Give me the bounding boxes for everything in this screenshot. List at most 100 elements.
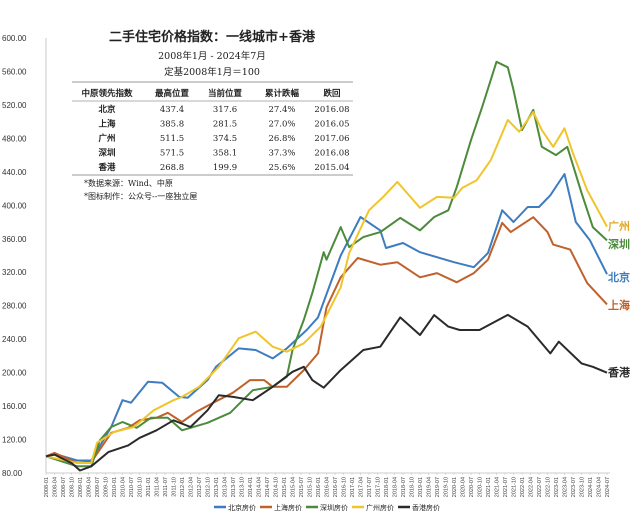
table-cell: 199.9 [213,163,237,173]
x-tick-label: 2009-10 [104,477,110,497]
x-tick-label: 2008-07 [61,477,67,497]
x-tick-label: 2017-07 [367,477,373,497]
table-cell: 香港 [97,162,116,173]
x-tick-label: 2024-04 [597,477,603,497]
x-tick-label: 2008-10 [70,477,76,497]
x-tick-label: 2018-10 [410,477,416,497]
axes: 80.00 120.00 160.00 200.00 240.00 280.00 320.0… [2,34,611,497]
table-cell: 27.4% [268,105,295,115]
table-cell: 358.1 [213,149,237,159]
x-tick-label: 2013-07 [231,477,237,497]
x-tick-label: 2019-01 [418,477,424,497]
chart-title: 二手住宅价格指数：一线城市+香港 [109,29,316,45]
x-tick-label: 2015-07 [299,477,305,497]
y-tick-label: 520.00 [2,101,27,110]
x-tick-label: 2011-01 [146,477,152,497]
table-cell: 2016.05 [314,120,349,130]
x-tick-label: 2008-04 [53,477,59,497]
x-tick-label: 2018-04 [393,477,399,497]
series-end-label: 北京 [608,270,630,284]
x-tick-label: 2023-10 [580,477,586,497]
y-tick-label: 320.00 [2,268,27,277]
x-tick-label: 2013-01 [214,477,220,497]
series-line-4 [45,313,608,472]
x-tick-label: 2016-10 [342,477,348,497]
series-end-label: 广州 [608,219,630,233]
table-cell: 深圳 [98,148,115,159]
x-tick-label: 2010-04 [121,477,127,497]
y-tick-label: 160.00 [2,402,27,411]
series-end-label: 香港 [607,365,631,379]
table-header-cell: 中原领先指数 [81,88,133,99]
x-tick-label: 2023-01 [554,477,560,497]
x-tick-label: 2014-10 [274,477,280,497]
x-tick-label: 2015-01 [282,477,288,497]
x-tick-label: 2017-04 [359,477,365,497]
table-cell: 27.0% [268,120,295,130]
x-tick-label: 2015-10 [308,477,314,497]
x-tick-label: 2011-04 [155,477,161,497]
table-header-cell: 累计跌幅 [265,88,300,99]
x-tick-label: 2012-04 [189,477,195,497]
x-tick-label: 2009-07 [95,477,101,497]
x-tick-label: 2014-04 [257,477,263,497]
chart-subtitle-1: 2008年1月 - 2024年7月 [158,50,266,62]
table-cell: 北京 [98,104,116,115]
x-tick-label: 2018-01 [384,477,390,497]
table-cell: 281.5 [213,120,237,130]
x-tick-label: 2020-01 [452,477,458,497]
x-tick-label: 2008-01 [44,477,50,497]
series-lines [45,60,608,472]
y-tick-label: 240.00 [2,335,27,344]
series-end-label: 上海 [608,298,630,312]
table-cell: 385.8 [160,120,184,130]
y-tick-label: 600.00 [2,34,27,43]
x-tick-label: 2021-01 [486,477,492,497]
x-tick-label: 2012-10 [206,477,212,497]
legend-entry: 深圳房价 [320,503,348,512]
table-cell: 511.5 [160,134,184,144]
x-tick-label: 2023-04 [563,477,569,497]
x-tick-label: 2022-07 [537,477,543,497]
x-tick-label: 2010-07 [129,477,135,497]
y-tick-label: 120.00 [2,436,27,445]
table-cell: 317.6 [213,105,237,115]
source-note: *数据来源：Wind、中原 [84,178,173,188]
x-tick-label: 2010-01 [112,477,118,497]
x-tick-label: 2019-10 [444,477,450,497]
legend-entry: 广州房价 [366,503,394,512]
series-line-1 [45,216,608,464]
table-cell: 26.8% [268,134,295,144]
x-tick-label: 2021-10 [512,477,518,497]
table-header-cell: 跌回 [323,88,340,99]
table-cell: 268.8 [160,163,184,173]
x-tick-label: 2011-10 [172,477,178,497]
x-tick-label: 2021-07 [503,477,509,497]
table-cell: 上海 [98,119,116,130]
x-tick-label: 2024-07 [605,477,611,497]
x-tick-label: 2016-01 [316,477,322,497]
x-tick-label: 2023-07 [571,477,577,497]
x-tick-label: 2015-04 [291,477,297,497]
table-cell: 437.4 [160,105,184,115]
x-tick-label: 2016-04 [325,477,331,497]
y-tick-label: 360.00 [2,235,27,244]
y-tick-label: 560.00 [2,67,27,76]
table-header-cell: 最高位置 [155,88,190,99]
x-tick-label: 2016-07 [333,477,339,497]
legend: 北京房价 上海房价 深圳房价 广州房价 香港房价 [214,503,440,512]
x-tick-label: 2011-07 [163,477,169,497]
y-tick-label: 400.00 [2,201,27,210]
x-tick-label: 2013-04 [223,477,229,497]
table-cell: 374.5 [213,134,237,144]
x-tick-label: 2017-01 [350,477,356,497]
x-tick-label: 2022-10 [546,477,552,497]
legend-entry: 香港房价 [412,503,440,512]
table-cell: 2015.04 [314,163,349,173]
x-tick-label: 2018-07 [401,477,407,497]
legend-entry: 上海房价 [274,503,302,512]
x-tick-label: 2022-04 [529,477,535,497]
chart-subtitle-2: 定基2008年1月＝100 [164,66,260,78]
x-tick-label: 2020-10 [478,477,484,497]
x-tick-label: 2009-01 [78,477,84,497]
